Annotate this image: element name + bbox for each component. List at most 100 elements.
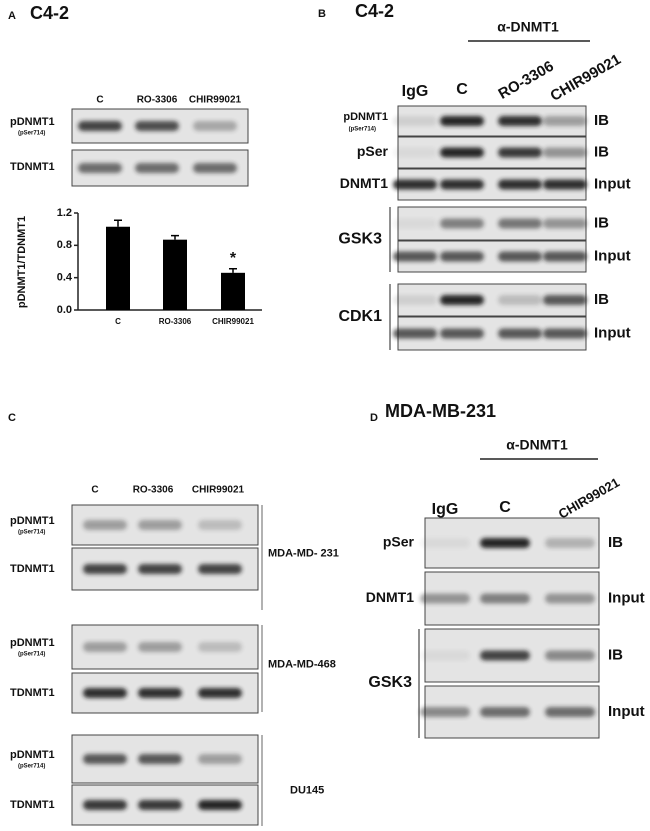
band — [440, 251, 484, 262]
band — [420, 593, 470, 604]
band — [198, 642, 242, 652]
band — [138, 520, 182, 530]
band — [498, 147, 542, 158]
band — [545, 593, 595, 604]
band — [440, 328, 484, 339]
column-label: RO-3306 — [137, 95, 178, 106]
band — [498, 179, 542, 190]
band — [138, 754, 182, 764]
column-label: CHIR99021 — [556, 475, 622, 522]
band — [138, 688, 182, 698]
blot-type: IB — [594, 214, 609, 231]
panel-letter: C — [8, 412, 16, 424]
row-label: pDNMT1 — [10, 116, 55, 128]
column-label: RO-3306 — [133, 485, 174, 496]
y-tick-label: 0.4 — [57, 272, 73, 284]
panel-letter: B — [318, 8, 326, 20]
band — [480, 650, 530, 661]
band — [543, 179, 587, 190]
blot-type: Input — [594, 324, 631, 341]
band — [545, 538, 595, 548]
column-label: C — [96, 95, 103, 106]
band — [543, 251, 587, 262]
band — [498, 295, 542, 305]
band — [440, 295, 484, 305]
band — [440, 116, 484, 126]
y-axis-label: pDNMT1/TDNMT1 — [16, 216, 28, 308]
band — [135, 121, 179, 131]
band — [543, 295, 587, 305]
bar — [221, 272, 245, 310]
band — [83, 520, 127, 530]
column-label: C — [91, 485, 98, 496]
band — [198, 800, 242, 810]
cell-line-label: MDA-MD-468 — [268, 658, 336, 670]
panel-title: C4-2 — [30, 3, 69, 23]
row-label: pDNMT1 — [10, 637, 55, 649]
cell-line-label: MDA-MD- 231 — [268, 547, 339, 559]
band — [83, 642, 127, 652]
band — [498, 328, 542, 339]
blot-type: Input — [594, 175, 631, 192]
column-label: IgG — [432, 501, 459, 518]
row-sublabel: (pSer714) — [18, 652, 45, 658]
column-label: CHIR99021 — [547, 51, 623, 105]
blot-type: Input — [608, 703, 645, 720]
band — [78, 121, 122, 131]
cell-line-label: DU145 — [290, 784, 324, 796]
panel-title: MDA-MB-231 — [385, 401, 496, 421]
error-bar — [171, 234, 179, 240]
bar — [163, 239, 187, 310]
x-tick-label: RO-3306 — [159, 317, 192, 326]
band — [543, 328, 587, 339]
band — [198, 564, 242, 574]
band — [420, 538, 470, 548]
band — [78, 163, 122, 173]
row-sublabel: (pSer714) — [18, 530, 45, 536]
row-label: TDNMT1 — [10, 687, 55, 699]
band — [498, 251, 542, 262]
band — [138, 642, 182, 652]
band — [83, 688, 127, 698]
band — [138, 564, 182, 574]
panel-letter: D — [370, 412, 378, 424]
x-tick-label: CHIR99021 — [212, 317, 254, 326]
y-tick-label: 0.8 — [57, 239, 72, 251]
column-label: CHIR99021 — [192, 485, 245, 496]
row-label: TDNMT1 — [10, 563, 55, 575]
band — [440, 179, 484, 190]
band — [193, 163, 237, 173]
row-sublabel: (pSer714) — [18, 131, 45, 137]
band — [440, 218, 484, 229]
row-label: pSer — [383, 534, 415, 550]
panel-letter: A — [8, 10, 16, 22]
row-label: TDNMT1 — [10, 161, 55, 173]
column-label: CHIR99021 — [189, 95, 242, 106]
annotation: * — [230, 250, 237, 267]
group-label: GSK3 — [368, 674, 412, 691]
blot-type: IB — [594, 291, 609, 308]
blot-type: Input — [608, 589, 645, 606]
band — [393, 116, 437, 126]
band — [440, 147, 484, 158]
row-label: TDNMT1 — [10, 799, 55, 811]
row-label: pSer — [357, 143, 389, 159]
band — [83, 800, 127, 810]
row-label: pDNMT1 — [10, 749, 55, 761]
row-label: DNMT1 — [366, 589, 414, 605]
blot-type: IB — [594, 143, 609, 160]
error-bar — [114, 219, 122, 227]
band — [393, 328, 437, 339]
column-label: IgG — [402, 83, 429, 100]
column-label: C — [499, 499, 511, 516]
band — [393, 295, 437, 305]
blot-type: IB — [608, 646, 623, 663]
band — [198, 520, 242, 530]
band — [135, 163, 179, 173]
band — [198, 688, 242, 698]
band — [420, 707, 470, 717]
row-label: pDNMT1 — [10, 515, 55, 527]
row-label: DNMT1 — [340, 175, 388, 191]
blot-type: Input — [594, 247, 631, 264]
band — [193, 121, 237, 131]
